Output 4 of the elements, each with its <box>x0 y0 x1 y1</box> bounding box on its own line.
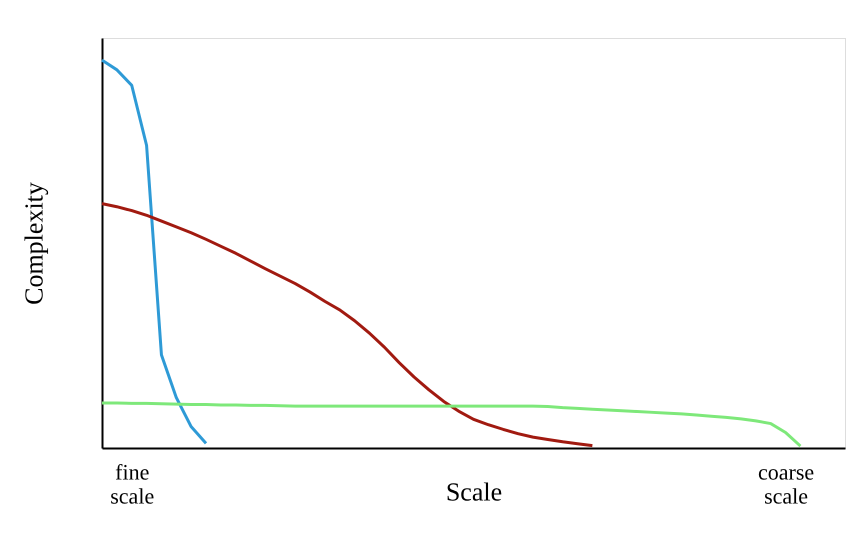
x-tick-label: coarse scale <box>758 460 814 508</box>
y-axis-title: Complexity <box>20 182 48 305</box>
x-tick-label: fine scale <box>110 460 154 508</box>
x-axis-title: Scale <box>446 478 502 506</box>
